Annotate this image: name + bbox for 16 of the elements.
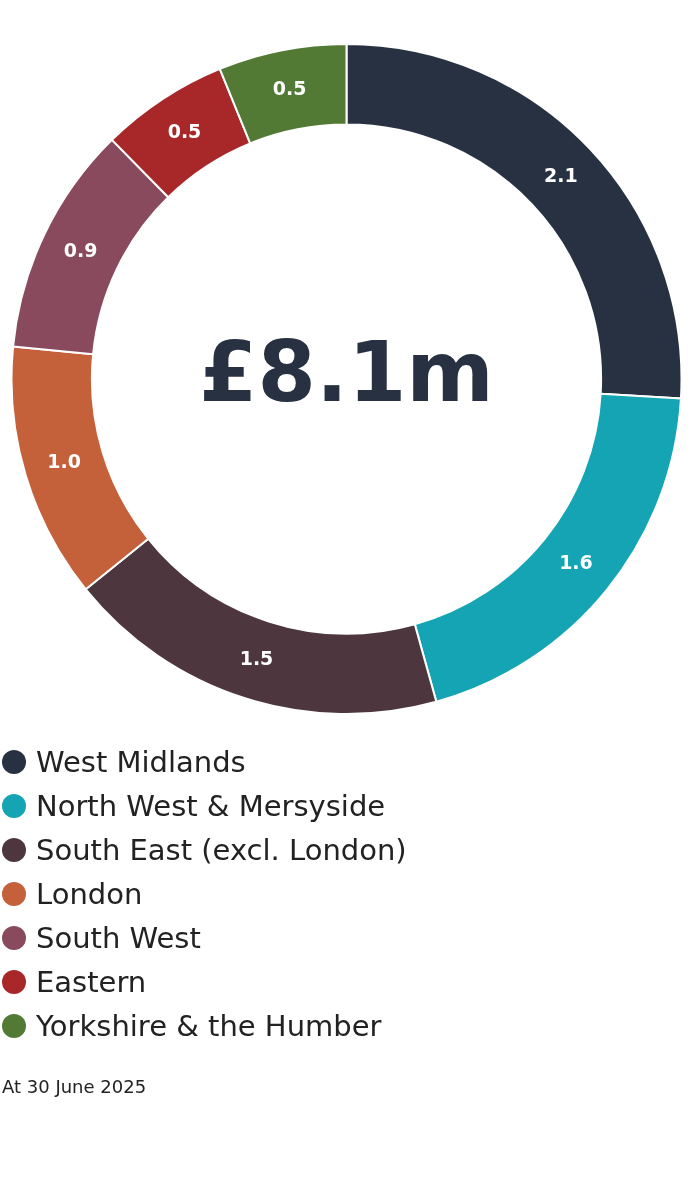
data-label: 0.9 (63, 238, 98, 261)
legend-label: South West (36, 921, 201, 955)
data-label: 2.1 (544, 163, 578, 186)
legend-label: South East (excl. London) (36, 833, 407, 867)
data-label: 0.5 (272, 76, 307, 99)
legend-label: North West & Mersyside (36, 789, 386, 823)
text: At 30 June 2025 (2, 1076, 148, 1097)
data-label: 1.5 (239, 646, 274, 669)
legend-label: West Midlands (36, 745, 246, 779)
text: £8.1m (199, 322, 494, 421)
data-label: 1.0 (47, 450, 81, 473)
data-label: 1.6 (559, 551, 593, 574)
data-label: 0.5 (167, 119, 202, 142)
legend-label: Yorkshire & the Humber (36, 1009, 382, 1043)
legend-label: Eastern (36, 965, 147, 999)
legend-label: London (36, 877, 143, 911)
